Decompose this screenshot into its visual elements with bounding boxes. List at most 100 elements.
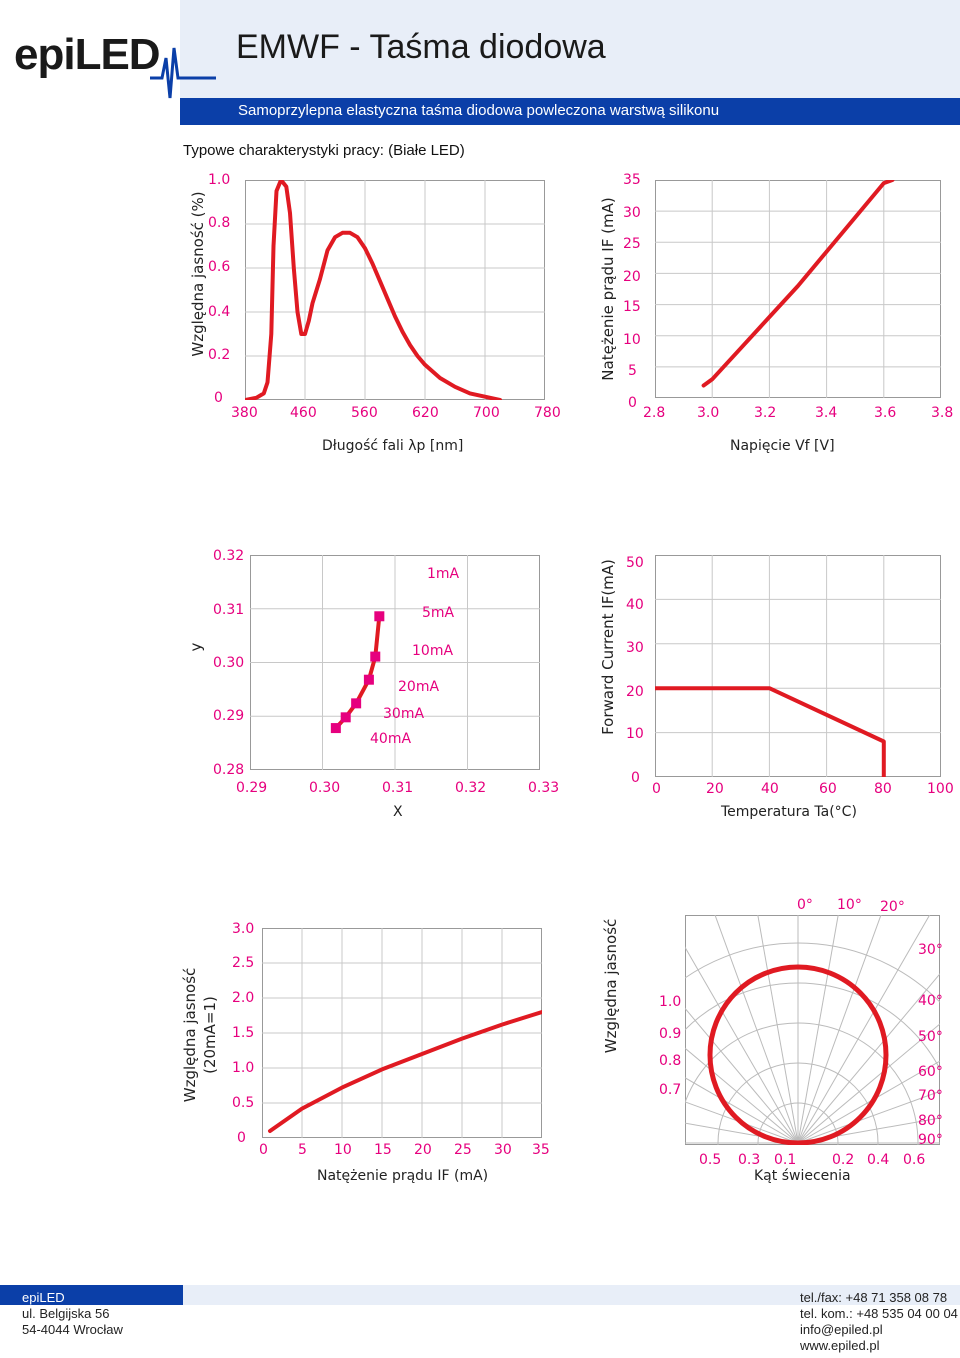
chroma-point-label: 30mA	[383, 706, 425, 722]
rel-lum-x-tick: 35	[532, 1142, 550, 1158]
rel-lum-y-tick: 2.0	[232, 990, 255, 1006]
plot-frame	[655, 180, 941, 398]
footer-address: epiLED ul. Belgijska 56 54-4044 Wrocław	[22, 1290, 123, 1338]
polar-angle-tick: 20°	[880, 899, 905, 915]
chroma-plot	[250, 555, 540, 770]
derate-x-tick: 60	[819, 781, 837, 797]
plot-frame	[245, 180, 545, 400]
angle-line	[685, 1122, 799, 1144]
iv-xlabel: Napięcie Vf [V]	[730, 438, 835, 454]
chroma-xlabel: X	[393, 804, 403, 820]
spectrum-x-tick: 700	[473, 405, 500, 421]
derate-x-tick: 100	[927, 781, 954, 797]
iv-y-tick: 25	[623, 236, 641, 252]
polar-bottom-tick: 0.5	[699, 1152, 722, 1168]
angle-line	[757, 915, 799, 1144]
derate-x-tick: 80	[874, 781, 892, 797]
chroma-y-tick: 0.32	[213, 548, 245, 564]
iv-x-tick: 3.6	[874, 405, 897, 421]
iv-x-tick: 3.8	[931, 405, 954, 421]
angle-line	[797, 972, 940, 1144]
chroma-x-tick: 0.32	[455, 780, 487, 796]
iv-y-tick: 5	[628, 363, 637, 379]
rel-lum-x-tick: 20	[414, 1142, 432, 1158]
spectrum-ylabel: Względna jasność (%)	[189, 191, 207, 357]
angle-line	[714, 915, 799, 1144]
rel-lum-y-tick: 0.5	[232, 1095, 255, 1111]
chroma-y-tick: 0.28	[213, 762, 245, 778]
data-point	[351, 698, 362, 709]
rel-lum-x-tick: 25	[454, 1142, 472, 1158]
polar-angle-tick: 80°	[918, 1113, 943, 1129]
plot-frame	[685, 915, 940, 1145]
data-point	[374, 611, 385, 622]
chroma-point-label: 40mA	[370, 731, 412, 747]
rel-lum-plot	[262, 928, 542, 1138]
spectrum-x-tick: 560	[351, 405, 378, 421]
polar-bottom-tick: 0.2	[832, 1152, 855, 1168]
iv-y-tick: 30	[623, 205, 641, 221]
derate-y-tick: 0	[631, 770, 640, 786]
series-line	[701, 180, 895, 388]
polar-angle-tick: 10°	[837, 897, 862, 913]
polar-radial-tick: 0.7	[659, 1082, 682, 1098]
polar-angle-tick: 90°	[918, 1132, 943, 1148]
chroma-ylabel: y	[187, 642, 205, 652]
rel-lum-y-tick: 3.0	[232, 921, 255, 937]
footer-email-link[interactable]: info@epiled.pl	[800, 1322, 883, 1337]
polar-bottom-tick: 0.3	[738, 1152, 761, 1168]
rel-lum-y-tick: 0	[237, 1130, 246, 1146]
chroma-x-tick: 0.33	[528, 780, 560, 796]
section-title: Typowe charakterystyki pracy: (Białe LED…	[183, 142, 465, 159]
polar-angle-tick: 60°	[918, 1064, 943, 1080]
derate-plot	[655, 555, 941, 777]
iv-y-tick: 0	[628, 395, 637, 411]
radiation-pattern	[707, 964, 889, 1145]
angle-line	[685, 1101, 799, 1144]
polar-radial-tick: 1.0	[659, 994, 682, 1010]
angle-line	[797, 915, 839, 1144]
iv-x-tick: 3.2	[754, 405, 777, 421]
angle-line	[685, 1047, 799, 1144]
derate-y-tick: 50	[626, 555, 644, 571]
chroma-x-tick: 0.29	[236, 780, 268, 796]
chroma-point-label: 10mA	[412, 643, 454, 659]
polar-bottom-tick: 0.4	[867, 1152, 890, 1168]
footer-website-link[interactable]: www.epiled.pl	[800, 1338, 880, 1353]
polar-plot	[685, 915, 940, 1145]
iv-y-tick: 35	[623, 172, 641, 188]
angle-line	[797, 915, 882, 1144]
chroma-point-label: 20mA	[398, 679, 440, 695]
series-line	[268, 1010, 542, 1133]
spectrum-xlabel: Długość fali λp [nm]	[322, 438, 464, 454]
footer-bar	[0, 1285, 960, 1305]
footer-street: ul. Belgijska 56	[22, 1306, 110, 1321]
chroma-point-label: 1mA	[427, 566, 460, 582]
chroma-x-tick: 0.31	[382, 780, 414, 796]
spectrum-x-tick: 780	[534, 405, 561, 421]
rel-lum-x-tick: 30	[494, 1142, 512, 1158]
derate-y-tick: 40	[626, 597, 644, 613]
spectrum-y-tick: 0.6	[208, 259, 231, 275]
series-line	[334, 616, 382, 730]
iv-y-tick: 20	[623, 269, 641, 285]
polar-angle-tick: 40°	[918, 993, 943, 1009]
spectrum-y-tick: 0	[214, 390, 223, 406]
rel-lum-xlabel: Natężenie prądu IF (mA)	[317, 1168, 489, 1184]
derate-xlabel: Temperatura Ta(°C)	[721, 804, 857, 820]
logo-wave-icon	[150, 47, 216, 99]
angle-line	[797, 1023, 940, 1144]
iv-x-tick: 3.0	[697, 405, 720, 421]
spectrum-y-tick: 0.2	[208, 347, 231, 363]
polar-angle-tick: 50°	[918, 1029, 943, 1045]
data-point	[363, 674, 374, 685]
polar-angle-tick: 30°	[918, 942, 943, 958]
rel-lum-ylabel: Względna jasność (20mA=1)	[181, 967, 219, 1103]
iv-x-tick: 3.4	[815, 405, 838, 421]
iv-y-tick: 15	[623, 299, 641, 315]
rel-lum-x-tick: 0	[259, 1142, 268, 1158]
rel-lum-x-tick: 10	[334, 1142, 352, 1158]
iv-ylabel: Natężenie prądu IF (mA)	[599, 197, 617, 381]
data-point	[370, 651, 381, 662]
data-point	[330, 723, 341, 734]
